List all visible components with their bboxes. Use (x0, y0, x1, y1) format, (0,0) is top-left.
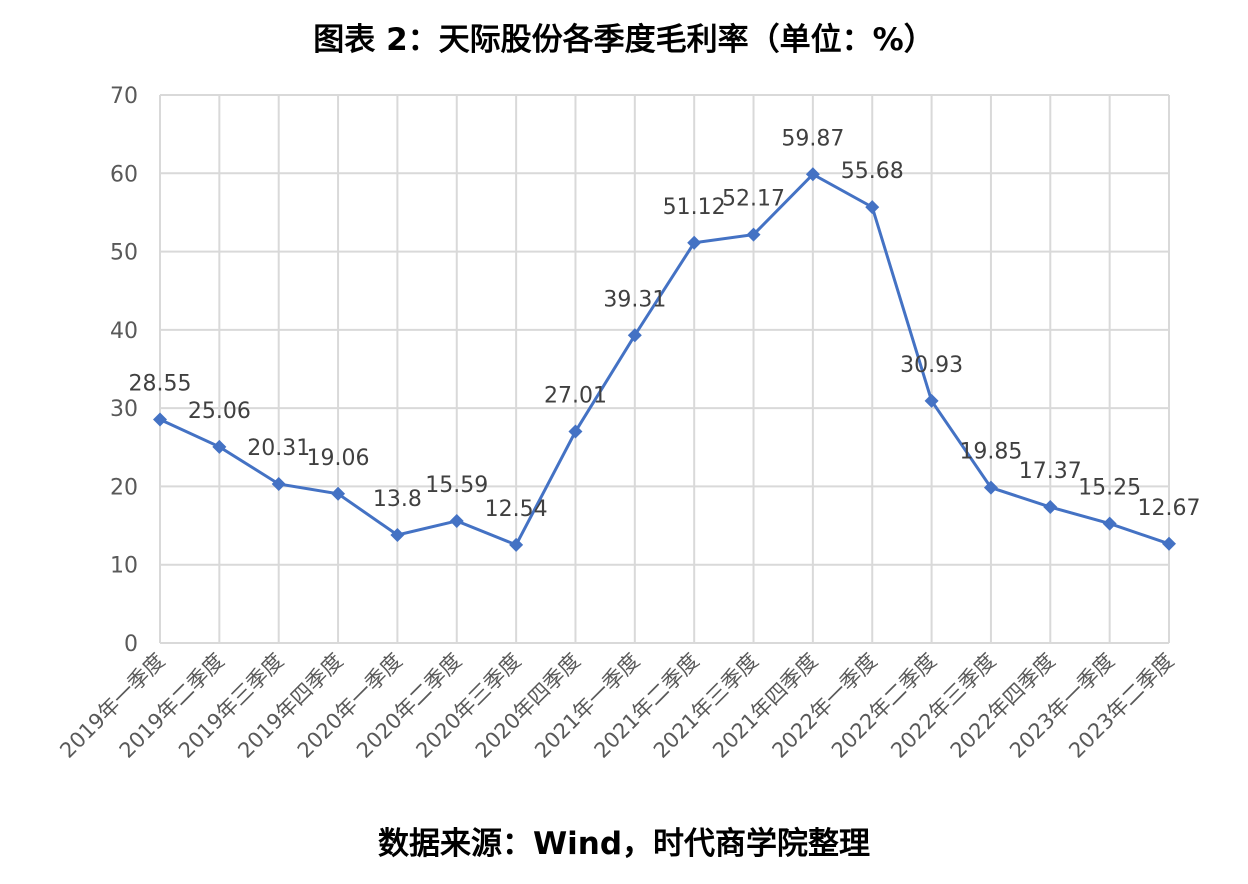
y-tick-label: 0 (124, 632, 138, 657)
data-label: 12.54 (485, 497, 548, 522)
data-marker (1043, 500, 1058, 515)
data-marker (746, 227, 761, 242)
x-tick-label: 2021年四季度 (708, 649, 822, 763)
data-label: 51.12 (663, 195, 726, 220)
x-tick-label: 2019年一季度 (55, 649, 169, 763)
data-marker (983, 480, 998, 495)
data-label: 28.55 (129, 371, 192, 396)
data-label: 30.93 (900, 353, 963, 378)
data-marker (627, 328, 642, 343)
data-marker (805, 167, 820, 182)
data-marker (271, 477, 286, 492)
data-markers (153, 167, 1176, 552)
data-marker (568, 424, 583, 439)
x-tick-label: 2020年四季度 (471, 649, 585, 763)
x-tick-label: 2022年三季度 (886, 649, 1000, 763)
x-tick-label: 2022年一季度 (768, 649, 882, 763)
x-tick-label: 2020年一季度 (293, 649, 407, 763)
data-label: 12.67 (1138, 496, 1201, 521)
y-tick-label: 20 (110, 475, 138, 500)
data-label: 17.37 (1019, 459, 1082, 484)
data-label: 25.06 (188, 399, 251, 424)
y-tick-label: 50 (110, 241, 138, 266)
data-label: 55.68 (841, 159, 904, 184)
data-marker (390, 527, 405, 542)
data-label: 27.01 (544, 384, 607, 409)
data-label: 39.31 (603, 287, 666, 312)
data-marker (212, 439, 227, 454)
chart-title: 图表 2：天际股份各季度毛利率（单位：%） (313, 22, 935, 58)
x-tick-label: 2019年四季度 (233, 649, 347, 763)
data-label: 59.87 (781, 126, 844, 151)
y-axis-ticks: 0 10 20 30 40 50 60 70 (110, 84, 138, 657)
data-marker (331, 486, 346, 501)
x-tick-label: 2021年三季度 (649, 649, 763, 763)
data-label: 20.31 (247, 436, 310, 461)
grid-lines (159, 94, 1170, 644)
data-label: 52.17 (722, 187, 785, 212)
data-label: 15.59 (425, 473, 488, 498)
data-marker (1162, 536, 1176, 551)
data-marker (687, 235, 702, 250)
data-label: 15.25 (1078, 476, 1141, 501)
data-marker (449, 513, 464, 528)
x-tick-label: 2021年二季度 (590, 649, 704, 763)
x-tick-label: 2020年三季度 (411, 649, 525, 763)
y-tick-label: 60 (110, 162, 138, 187)
x-tick-label: 2021年一季度 (530, 649, 644, 763)
x-tick-label: 2023年二季度 (1064, 649, 1178, 763)
y-tick-label: 40 (110, 319, 138, 344)
data-label: 13.8 (373, 487, 422, 512)
data-marker (153, 412, 167, 427)
data-marker (865, 200, 880, 215)
data-label: 19.85 (959, 440, 1022, 465)
x-tick-label: 2022年二季度 (827, 649, 941, 763)
y-tick-label: 70 (110, 84, 138, 109)
x-tick-label: 2022年四季度 (946, 649, 1060, 763)
x-tick-label: 2019年二季度 (115, 649, 229, 763)
data-marker (509, 537, 524, 552)
y-tick-label: 10 (110, 554, 138, 579)
x-tick-label: 2020年二季度 (352, 649, 466, 763)
data-marker (924, 393, 939, 408)
y-tick-label: 30 (110, 397, 138, 422)
series-line (159, 172, 1170, 547)
data-label: 19.06 (307, 446, 370, 471)
data-source: 数据来源：Wind，时代商学院整理 (377, 826, 871, 862)
x-tick-label: 2023年一季度 (1005, 649, 1119, 763)
x-tick-label: 2019年三季度 (174, 649, 288, 763)
x-axis-ticks: 2019年一季度2019年二季度2019年三季度2019年四季度2020年一季度… (55, 649, 1178, 763)
data-marker (1102, 516, 1117, 531)
